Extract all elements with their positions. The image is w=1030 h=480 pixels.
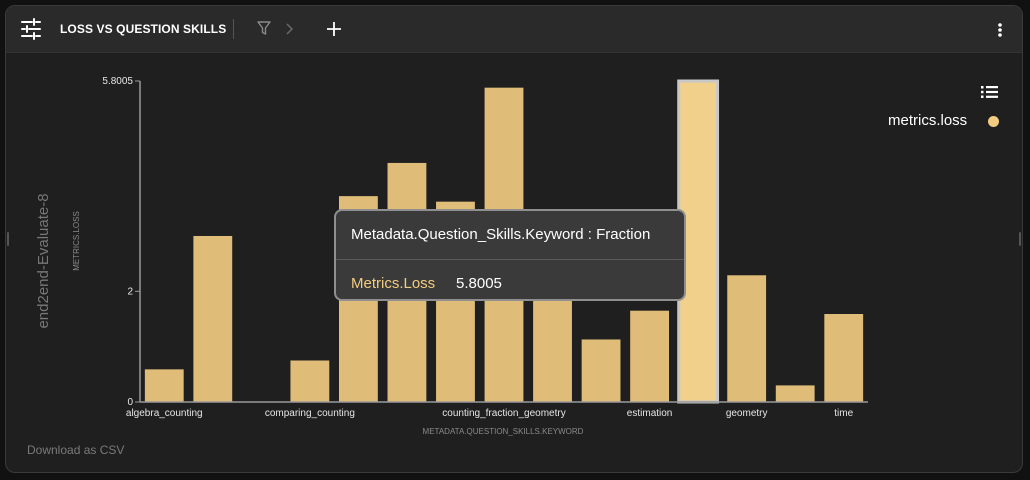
legend-marker (988, 116, 999, 127)
tooltip-series-name: Metrics.Loss (351, 275, 436, 292)
tooltip-divider (336, 259, 684, 260)
y-tick-label: 5.8005 (102, 76, 133, 87)
x-tick-label: geometry (726, 408, 768, 419)
chevron-right-icon[interactable] (285, 23, 293, 35)
x-tick-label: time (834, 408, 853, 419)
plus-icon[interactable] (326, 21, 342, 37)
y-tick-label: 0 (127, 397, 133, 408)
y-axis-title: METRICS.LOSS (72, 211, 81, 271)
bar-item-13[interactable] (775, 385, 815, 402)
tooltip-heading: Metadata.Question_Skills.Keyword : Fract… (351, 226, 651, 243)
bar-time[interactable] (824, 314, 864, 402)
y-tick-label: 2 (127, 286, 133, 297)
bar-item-1[interactable] (193, 235, 233, 402)
legend-label[interactable]: metrics.loss (888, 112, 968, 129)
resize-handle-left[interactable] (7, 232, 9, 246)
x-tick-label: algebra_counting (126, 408, 203, 419)
more-vertical-icon[interactable] (997, 22, 1003, 38)
bar-estimation[interactable] (630, 310, 670, 402)
bar-item-8[interactable] (533, 281, 572, 402)
x-tick-label: counting_fraction_geometry (442, 408, 565, 419)
x-tick-label: comparing_counting (265, 408, 355, 419)
x-tick-label: estimation (627, 408, 673, 419)
panel-title: LOSS VS QUESTION SKILLS (60, 22, 227, 36)
download-csv-link[interactable]: Download as CSV (27, 443, 125, 457)
sliders-icon[interactable] (20, 18, 42, 40)
x-axis-title: METADATA.QUESTION_SKILLS.KEYWORD (423, 427, 584, 436)
bar-algebra_counting[interactable] (144, 369, 184, 402)
filter-icon[interactable] (257, 21, 271, 36)
chart-panel: LOSS VS QUESTION SKILLS end2end-Evaluate… (5, 5, 1023, 473)
panel-header: LOSS VS QUESTION SKILLS (6, 6, 1022, 53)
bar-comparing_counting[interactable] (290, 360, 330, 402)
bar-geometry[interactable] (727, 275, 767, 402)
tooltip-value: 5.8005 (456, 275, 502, 292)
chart-tooltip: Metadata.Question_Skills.Keyword : Fract… (334, 209, 686, 301)
series-title: end2end-Evaluate-8 (35, 193, 52, 328)
resize-handle-right[interactable] (1019, 232, 1021, 246)
header-divider (233, 19, 234, 39)
bar-item-9[interactable] (581, 339, 621, 402)
legend-list-icon[interactable] (981, 85, 998, 99)
